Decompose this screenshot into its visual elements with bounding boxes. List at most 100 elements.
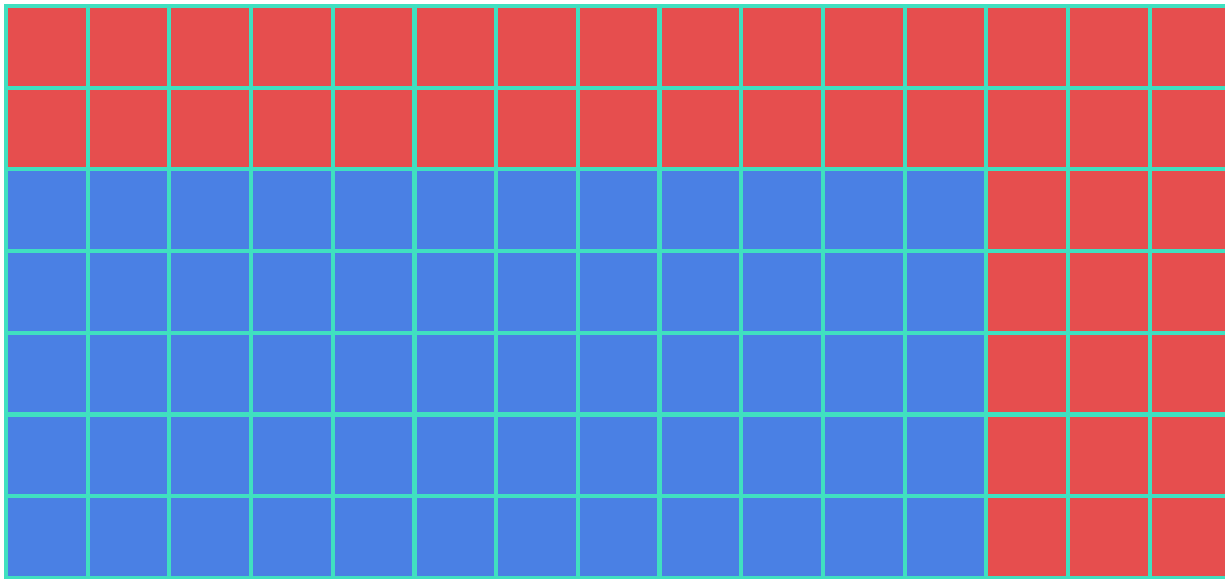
board-cell-blue[interactable] bbox=[89, 253, 168, 331]
board-cell-blue[interactable] bbox=[89, 171, 168, 249]
board-cell-blue[interactable] bbox=[8, 334, 86, 413]
board-cell-red[interactable] bbox=[743, 89, 821, 168]
board-cell-blue[interactable] bbox=[334, 334, 413, 413]
board-cell-red[interactable] bbox=[253, 89, 331, 168]
board-cell-blue[interactable] bbox=[825, 253, 903, 331]
board-cell-blue[interactable] bbox=[253, 171, 331, 249]
board-cell-blue[interactable] bbox=[743, 416, 821, 494]
board-cell-red[interactable] bbox=[1151, 498, 1225, 576]
board-cell-red[interactable] bbox=[988, 334, 1066, 413]
board-cell-blue[interactable] bbox=[253, 498, 331, 576]
board-cell-blue[interactable] bbox=[661, 171, 740, 249]
board-cell-red[interactable] bbox=[1070, 253, 1148, 331]
board-cell-blue[interactable] bbox=[661, 416, 740, 494]
board-cell-blue[interactable] bbox=[579, 334, 658, 413]
board-cell-red[interactable] bbox=[825, 89, 903, 168]
board-cell-blue[interactable] bbox=[906, 416, 985, 494]
board-cell-red[interactable] bbox=[416, 89, 494, 168]
board-cell-blue[interactable] bbox=[8, 416, 86, 494]
board-cell-red[interactable] bbox=[579, 89, 658, 168]
board-cell-blue[interactable] bbox=[743, 498, 821, 576]
board-cell-blue[interactable] bbox=[334, 171, 413, 249]
board-cell-red[interactable] bbox=[988, 498, 1066, 576]
board-cell-red[interactable] bbox=[1151, 171, 1225, 249]
board-cell-red[interactable] bbox=[498, 89, 576, 168]
board-cell-red[interactable] bbox=[988, 171, 1066, 249]
board-cell-red[interactable] bbox=[661, 89, 740, 168]
board-cell-red[interactable] bbox=[825, 8, 903, 86]
board-cell-blue[interactable] bbox=[253, 253, 331, 331]
board-cell-blue[interactable] bbox=[89, 416, 168, 494]
board-cell-red[interactable] bbox=[8, 8, 86, 86]
board-cell-red[interactable] bbox=[253, 8, 331, 86]
board-cell-blue[interactable] bbox=[906, 171, 985, 249]
board-cell-blue[interactable] bbox=[825, 334, 903, 413]
board-cell-red[interactable] bbox=[1070, 8, 1148, 86]
board-cell-blue[interactable] bbox=[89, 334, 168, 413]
board-cell-red[interactable] bbox=[498, 8, 576, 86]
board-cell-blue[interactable] bbox=[579, 416, 658, 494]
board-cell-blue[interactable] bbox=[579, 498, 658, 576]
board-cell-blue[interactable] bbox=[661, 253, 740, 331]
board-cell-blue[interactable] bbox=[825, 171, 903, 249]
board-cell-red[interactable] bbox=[988, 253, 1066, 331]
board-cell-blue[interactable] bbox=[334, 416, 413, 494]
board-cell-blue[interactable] bbox=[416, 334, 494, 413]
board-cell-red[interactable] bbox=[988, 89, 1066, 168]
board-cell-blue[interactable] bbox=[253, 334, 331, 413]
board-cell-blue[interactable] bbox=[498, 498, 576, 576]
board-cell-blue[interactable] bbox=[171, 334, 249, 413]
board-cell-blue[interactable] bbox=[416, 171, 494, 249]
board-cell-blue[interactable] bbox=[416, 416, 494, 494]
board-cell-red[interactable] bbox=[89, 8, 168, 86]
board-cell-blue[interactable] bbox=[416, 253, 494, 331]
board-cell-red[interactable] bbox=[988, 416, 1066, 494]
board-cell-blue[interactable] bbox=[498, 334, 576, 413]
board-cell-blue[interactable] bbox=[906, 498, 985, 576]
board-cell-blue[interactable] bbox=[743, 171, 821, 249]
board-cell-blue[interactable] bbox=[171, 171, 249, 249]
board-cell-red[interactable] bbox=[906, 89, 985, 168]
board-cell-red[interactable] bbox=[743, 8, 821, 86]
board-cell-red[interactable] bbox=[1151, 89, 1225, 168]
board-cell-red[interactable] bbox=[1070, 89, 1148, 168]
board-cell-red[interactable] bbox=[416, 8, 494, 86]
board-cell-red[interactable] bbox=[171, 8, 249, 86]
board-cell-red[interactable] bbox=[1070, 416, 1148, 494]
board-cell-blue[interactable] bbox=[416, 498, 494, 576]
board-cell-blue[interactable] bbox=[498, 171, 576, 249]
board-cell-red[interactable] bbox=[579, 8, 658, 86]
board-cell-red[interactable] bbox=[1070, 171, 1148, 249]
board-cell-blue[interactable] bbox=[498, 416, 576, 494]
board-cell-blue[interactable] bbox=[498, 253, 576, 331]
board-cell-blue[interactable] bbox=[171, 416, 249, 494]
board-cell-red[interactable] bbox=[89, 89, 168, 168]
board-cell-blue[interactable] bbox=[171, 253, 249, 331]
board-cell-red[interactable] bbox=[1151, 334, 1225, 413]
board-cell-blue[interactable] bbox=[743, 334, 821, 413]
board-cell-red[interactable] bbox=[334, 89, 413, 168]
board-cell-blue[interactable] bbox=[334, 253, 413, 331]
board-cell-red[interactable] bbox=[1151, 8, 1225, 86]
board-cell-red[interactable] bbox=[1070, 498, 1148, 576]
board-cell-red[interactable] bbox=[988, 8, 1066, 86]
board-cell-red[interactable] bbox=[8, 89, 86, 168]
board-cell-blue[interactable] bbox=[579, 171, 658, 249]
board-cell-blue[interactable] bbox=[334, 498, 413, 576]
board-cell-red[interactable] bbox=[334, 8, 413, 86]
board-cell-blue[interactable] bbox=[579, 253, 658, 331]
board-cell-blue[interactable] bbox=[661, 498, 740, 576]
board-cell-red[interactable] bbox=[661, 8, 740, 86]
board-cell-red[interactable] bbox=[906, 8, 985, 86]
board-cell-blue[interactable] bbox=[8, 498, 86, 576]
board-cell-blue[interactable] bbox=[906, 253, 985, 331]
board-cell-blue[interactable] bbox=[253, 416, 331, 494]
board-cell-blue[interactable] bbox=[906, 334, 985, 413]
board-cell-red[interactable] bbox=[1151, 253, 1225, 331]
board-cell-blue[interactable] bbox=[825, 416, 903, 494]
board-cell-blue[interactable] bbox=[8, 253, 86, 331]
board-cell-blue[interactable] bbox=[89, 498, 168, 576]
board-cell-blue[interactable] bbox=[825, 498, 903, 576]
board-cell-blue[interactable] bbox=[8, 171, 86, 249]
board-cell-blue[interactable] bbox=[661, 334, 740, 413]
